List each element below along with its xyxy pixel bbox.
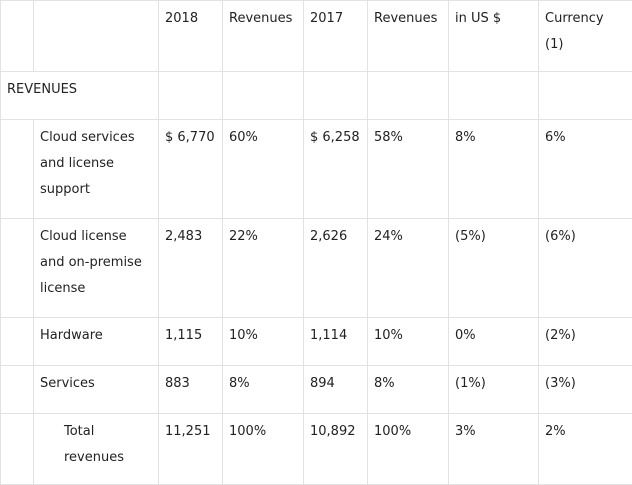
change-constant-currency: (3%) [539,366,632,414]
header-2018: 2018 [159,1,223,72]
header-in-us-dollars: in US $ [449,1,539,72]
change-usd: 3% [449,414,539,485]
value-2018: 11,251 [159,414,223,485]
empty-cell [368,72,449,120]
percent-2018: 10% [223,318,304,366]
row-label: Cloud license and on-premise license [34,219,159,318]
table-row-total: Total revenues 11,251 100% 10,892 100% 3… [1,414,632,485]
percent-2017: 8% [368,366,449,414]
change-usd: 8% [449,120,539,219]
row-label: Cloud services and license support [34,120,159,219]
percent-2017: 10% [368,318,449,366]
row-label: Hardware [34,318,159,366]
percent-2017: 24% [368,219,449,318]
empty-cell [304,72,368,120]
change-usd: (1%) [449,366,539,414]
indent-cell [1,318,34,366]
change-usd: 0% [449,318,539,366]
percent-2018: 8% [223,366,304,414]
header-2017: 2017 [304,1,368,72]
header-cell [1,1,34,72]
indent-cell [1,366,34,414]
total-label: Total revenues [34,414,159,485]
change-constant-currency: (2%) [539,318,632,366]
header-revenues-2017: Revenues [368,1,449,72]
table-row: Cloud license and on-premise license 2,4… [1,219,632,318]
value-2017: 894 [304,366,368,414]
row-label: Services [34,366,159,414]
indent-cell [1,120,34,219]
table-header-row: 2018 Revenues 2017 Revenues in US $ Curr… [1,1,632,72]
value-2017: $ 6,258 [304,120,368,219]
value-2018: 2,483 [159,219,223,318]
percent-2017: 100% [368,414,449,485]
value-2018: 883 [159,366,223,414]
table-row: Hardware 1,115 10% 1,114 10% 0% (2%) [1,318,632,366]
table-row: Services 883 8% 894 8% (1%) (3%) [1,366,632,414]
percent-2018: 22% [223,219,304,318]
percent-2018: 100% [223,414,304,485]
percent-2017: 58% [368,120,449,219]
change-usd: (5%) [449,219,539,318]
table-row: Cloud services and license support $ 6,7… [1,120,632,219]
section-label: REVENUES [1,72,159,120]
empty-cell [223,72,304,120]
value-2017: 2,626 [304,219,368,318]
value-2018: 1,115 [159,318,223,366]
value-2017: 10,892 [304,414,368,485]
header-constant-currency: Currency (1) [539,1,632,72]
value-2018: $ 6,770 [159,120,223,219]
change-constant-currency: 2% [539,414,632,485]
empty-cell [159,72,223,120]
change-constant-currency: (6%) [539,219,632,318]
empty-cell [539,72,632,120]
header-revenues-2018: Revenues [223,1,304,72]
percent-2018: 60% [223,120,304,219]
section-row: REVENUES [1,72,632,120]
change-constant-currency: 6% [539,120,632,219]
empty-cell [449,72,539,120]
header-cell [34,1,159,72]
value-2017: 1,114 [304,318,368,366]
indent-cell [1,219,34,318]
indent-cell [1,414,34,485]
